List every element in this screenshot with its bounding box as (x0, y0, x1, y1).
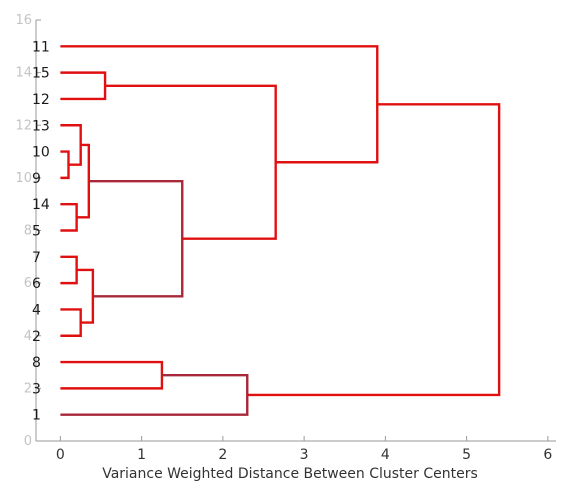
leaf-label: 10 (32, 145, 50, 161)
x-tick-label: 2 (218, 447, 227, 463)
leaf-label: 9 (32, 171, 41, 187)
dendrogram-link (105, 84, 277, 240)
y-tick-label: 6 (24, 276, 32, 291)
leaf-label: 1 (32, 408, 41, 424)
x-axis-label: Variance Weighted Distance Between Clust… (102, 466, 478, 482)
leaf-label: 15 (32, 66, 50, 82)
x-tick-label: 4 (381, 447, 390, 463)
dendrogram-link (60, 374, 249, 416)
y-tick-label: 10 (15, 171, 32, 186)
dendrogram-link (76, 268, 95, 324)
leaf-labels: 11 15 12 13 10 9 14 5 7 6 4 2 8 3 1 (32, 39, 50, 423)
dendrogram-link (60, 308, 82, 337)
leaf-label: 4 (32, 302, 41, 318)
leaf-label: 11 (32, 39, 50, 55)
leaf-label: 14 (32, 197, 50, 213)
y-tick-label: 16 (15, 13, 32, 28)
leaf-label: 12 (32, 92, 50, 108)
leaf-label: 3 (32, 381, 41, 397)
dendrogram-link (88, 179, 184, 298)
dendrogram-link (76, 143, 91, 219)
y-tick-label: 8 (24, 224, 32, 239)
dendrogram-link (60, 45, 379, 164)
leaf-label: 13 (32, 118, 50, 134)
dendrogram-link (60, 255, 78, 285)
x-tick-label: 1 (137, 447, 146, 463)
y-tick-label: 14 (15, 66, 32, 81)
x-tick-label: 0 (56, 447, 65, 463)
y-tick-label: 4 (24, 329, 32, 344)
dendrogram-link (60, 360, 164, 390)
x-tick-label: 6 (543, 447, 552, 463)
x-tick-label: 3 (300, 447, 309, 463)
x-tick-label: 5 (462, 447, 471, 463)
dendrogram-links (60, 45, 501, 416)
leaf-label: 2 (32, 329, 41, 345)
dendrogram-link (60, 202, 78, 232)
leaf-label: 7 (32, 250, 41, 266)
leaf-label: 5 (32, 224, 41, 240)
y-tick-label: 0 (24, 434, 32, 449)
dendrogram-link (60, 71, 107, 101)
axes (35, 20, 556, 442)
dendrogram-link (60, 124, 82, 166)
y-tick-label: 2 (24, 381, 32, 396)
dendrogram-link (60, 150, 70, 180)
leaf-label: 8 (32, 355, 41, 371)
x-ticks: 0 1 2 3 4 5 6 (56, 436, 552, 463)
y-tick-label: 12 (15, 118, 32, 133)
dendrogram-link (247, 103, 501, 397)
leaf-label: 6 (32, 276, 41, 292)
